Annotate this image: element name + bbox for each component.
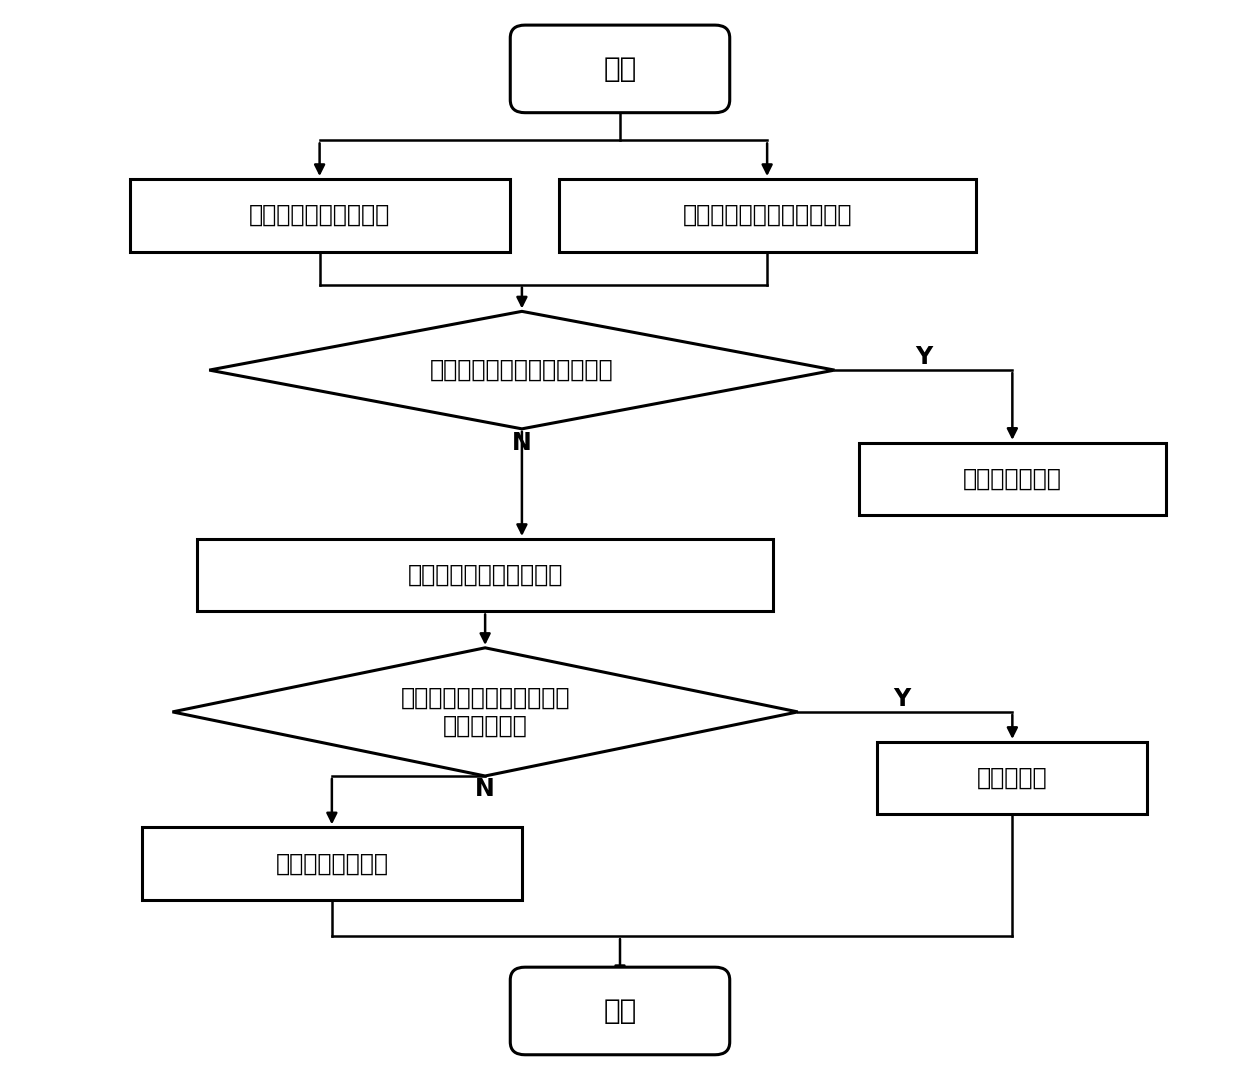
Text: 识别为停车行为: 识别为停车行为 — [963, 467, 1061, 491]
Text: 识别车辆是否采用减速制动？: 识别车辆是否采用减速制动？ — [430, 358, 614, 382]
Text: 车辆在检测器上的占用时间: 车辆在检测器上的占用时间 — [682, 203, 852, 227]
Text: Y: Y — [893, 687, 910, 711]
Text: N: N — [512, 431, 532, 454]
Polygon shape — [210, 312, 835, 428]
Text: 识别为闯红灯行为: 识别为闯红灯行为 — [275, 852, 388, 875]
Bar — [129, 179, 510, 251]
Text: 开始: 开始 — [604, 55, 636, 83]
Text: Y: Y — [915, 345, 932, 369]
Polygon shape — [172, 648, 797, 776]
Text: 车辆踏上检测器的时刻: 车辆踏上检测器的时刻 — [249, 203, 391, 227]
Bar — [859, 443, 1166, 515]
FancyBboxPatch shape — [511, 25, 729, 113]
Bar — [559, 179, 976, 251]
Bar — [878, 742, 1147, 815]
FancyBboxPatch shape — [511, 967, 729, 1055]
Bar — [197, 539, 774, 611]
Text: 判断车辆是否在红灯启亮后
通过停车线？: 判断车辆是否在红灯启亮后 通过停车线？ — [401, 686, 570, 738]
Text: 结束: 结束 — [604, 997, 636, 1025]
Text: 没有闯红灯: 没有闯红灯 — [977, 766, 1048, 790]
Text: 估算车辆通过停车线时刻: 估算车辆通过停车线时刻 — [408, 563, 563, 588]
Text: N: N — [475, 777, 495, 801]
Bar — [141, 828, 522, 900]
